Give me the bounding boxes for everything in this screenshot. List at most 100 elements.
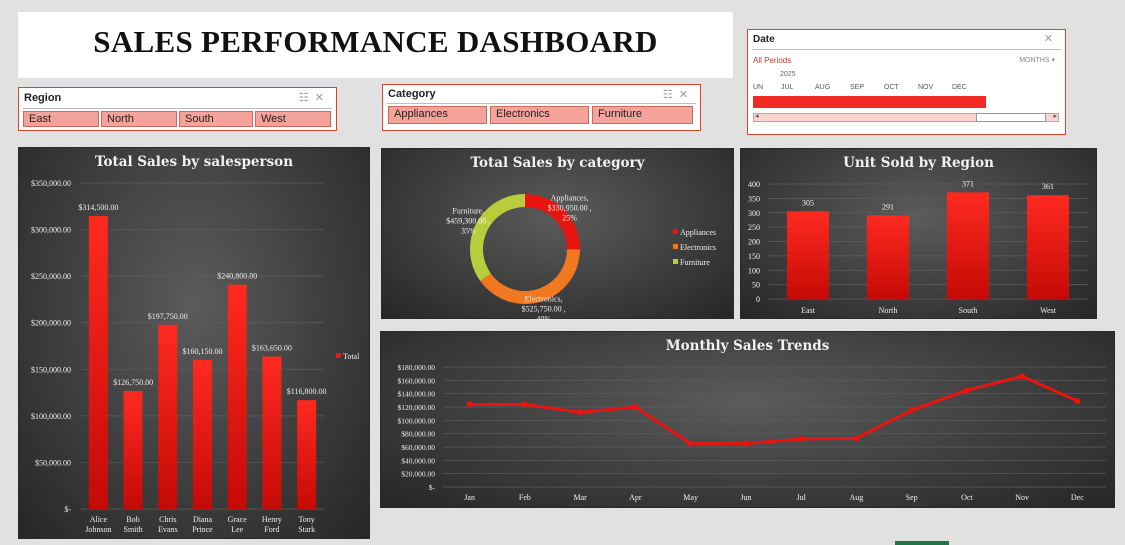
- scrollbar-thumb[interactable]: [976, 113, 1046, 122]
- x-tick-label: South: [959, 306, 978, 315]
- y-tick-label: 200: [748, 238, 760, 247]
- x-tick-label: Oct: [961, 493, 973, 502]
- all-periods-label: All Periods: [753, 56, 792, 65]
- data-point: [1074, 398, 1081, 404]
- salesperson-bar-chart: $- $50,000.00 $100,000.00 $150,000.00 $200,0…: [31, 179, 360, 534]
- data-point: [963, 387, 970, 394]
- category-furniture-button[interactable]: Furniture: [592, 106, 693, 124]
- x-tick-label: West: [1040, 306, 1057, 315]
- month-label: NOV: [918, 84, 934, 91]
- bar: [262, 356, 282, 509]
- donut-slice: [470, 194, 525, 282]
- y-tick-label: $200,000.00: [31, 319, 71, 328]
- time-level-dropdown[interactable]: MONTHS ▾: [1019, 56, 1055, 64]
- data-label: Electronics,: [525, 294, 563, 303]
- y-tick-label: $60,000.00: [401, 443, 435, 452]
- data-label: Appliances,: [551, 194, 589, 203]
- region-slicer-header: Region: [24, 92, 62, 104]
- x-tick-label: Alice: [90, 515, 108, 524]
- data-point: [1019, 373, 1026, 380]
- data-label: Furniture,: [452, 206, 484, 215]
- data-label: $459,300.00 ,: [446, 216, 490, 225]
- monthly-line-chart: $- $20,000.00 $40,000.00 $60,000.00 $80,000.…: [398, 363, 1106, 502]
- x-tick-label: Dec: [1071, 493, 1084, 502]
- data-label: 40%: [536, 314, 551, 320]
- x-tick-label: Smith: [124, 525, 143, 534]
- category-electronics-button[interactable]: Electronics: [490, 106, 589, 124]
- x-tick-label: Lee: [231, 525, 243, 534]
- donut-slice: [525, 194, 580, 250]
- y-tick-label: $250,000.00: [31, 272, 71, 281]
- scroll-right-icon[interactable]: ▸: [1053, 113, 1057, 120]
- y-tick-label: $20,000.00: [401, 470, 435, 479]
- category-appliances-button[interactable]: Appliances: [388, 106, 487, 124]
- legend-marker: [336, 353, 341, 358]
- y-tick-label: 0: [756, 295, 760, 304]
- data-label: 25%: [562, 214, 577, 223]
- x-tick-label: Stark: [298, 525, 315, 534]
- date-timeline-slicer[interactable]: Date ✕ All Periods MONTHS ▾ 2025 UN JUL …: [747, 29, 1066, 135]
- month-label: AUG: [815, 84, 831, 91]
- y-tick-label: $150,000.00: [31, 365, 71, 374]
- chart-title: Total Sales by category: [470, 155, 645, 171]
- data-label: $525,750.00 ,: [522, 304, 566, 313]
- bar: [123, 390, 143, 509]
- y-tick-label: 100: [748, 266, 760, 275]
- bar: [227, 284, 247, 509]
- timeline-scrollbar[interactable]: ◂ ▸: [753, 113, 1059, 122]
- region-south-button[interactable]: South: [179, 111, 253, 127]
- region-west-button[interactable]: West: [255, 111, 331, 127]
- x-tick-label: Sep: [906, 493, 918, 502]
- y-tick-label: $140,000.00: [398, 390, 436, 399]
- slicer-multiselect-icon[interactable]: ☷✕: [298, 92, 330, 104]
- region-north-button[interactable]: North: [101, 111, 177, 127]
- month-label: SEP: [850, 84, 865, 91]
- legend-label: Total: [343, 352, 360, 361]
- y-tick-label: 350: [748, 194, 760, 203]
- y-tick-label: 50: [752, 281, 760, 290]
- x-tick-label: Mar: [573, 493, 587, 502]
- slicer-divider: [23, 108, 332, 109]
- data-point: [742, 440, 749, 447]
- data-label: $126,750.00: [113, 378, 153, 387]
- timeline-selection-bar[interactable]: [753, 96, 986, 108]
- data-point: [687, 440, 694, 447]
- y-tick-label: $160,000.00: [398, 376, 436, 385]
- y-tick-label: $100,000.00: [398, 416, 436, 425]
- category-slicer[interactable]: Category ☷✕ Appliances Electronics Furni…: [382, 84, 701, 131]
- bar: [947, 192, 989, 299]
- x-tick-label: Nov: [1015, 493, 1029, 502]
- x-tick-label: North: [879, 306, 898, 315]
- chart-title: Unit Sold by Region: [843, 155, 994, 171]
- slicer-clear-filter-icon[interactable]: ☷✕: [662, 89, 694, 101]
- slicer-divider: [387, 103, 696, 104]
- x-tick-label: Chris: [159, 515, 176, 524]
- data-label: $240,800.00: [217, 272, 257, 281]
- x-tick-label: Henry: [262, 515, 282, 524]
- bar: [193, 359, 212, 509]
- legend-label: Appliances: [680, 228, 716, 237]
- bar: [88, 216, 108, 509]
- region-slicer[interactable]: Region ☷✕ East North South West: [18, 87, 337, 131]
- data-label: 35%: [461, 226, 476, 235]
- data-point: [853, 435, 860, 442]
- legend-marker: [673, 229, 678, 234]
- data-label: 371: [962, 179, 974, 188]
- x-tick-label: East: [801, 306, 816, 315]
- y-tick-label: $180,000.00: [398, 363, 436, 372]
- data-label: $197,750.00: [148, 312, 188, 321]
- data-point: [632, 404, 639, 410]
- salesperson-chart-panel: Total Sales by salesperson $- $50,000.00 $…: [18, 147, 370, 539]
- data-label: $116,800.00: [287, 387, 327, 396]
- x-tick-label: Feb: [519, 493, 531, 502]
- sheet-tab-indicator: [895, 541, 949, 545]
- x-tick-label: Diana: [193, 515, 213, 524]
- scroll-left-icon[interactable]: ◂: [755, 113, 759, 120]
- month-label: OCT: [884, 84, 899, 91]
- region-east-button[interactable]: East: [23, 111, 99, 127]
- dashboard-title: SALES PERFORMANCE DASHBOARD: [93, 24, 658, 59]
- chart-title: Monthly Sales Trends: [665, 338, 830, 354]
- bar: [1027, 195, 1069, 299]
- date-slicer-header: Date: [753, 34, 775, 45]
- clear-filter-icon[interactable]: ✕: [1043, 33, 1059, 45]
